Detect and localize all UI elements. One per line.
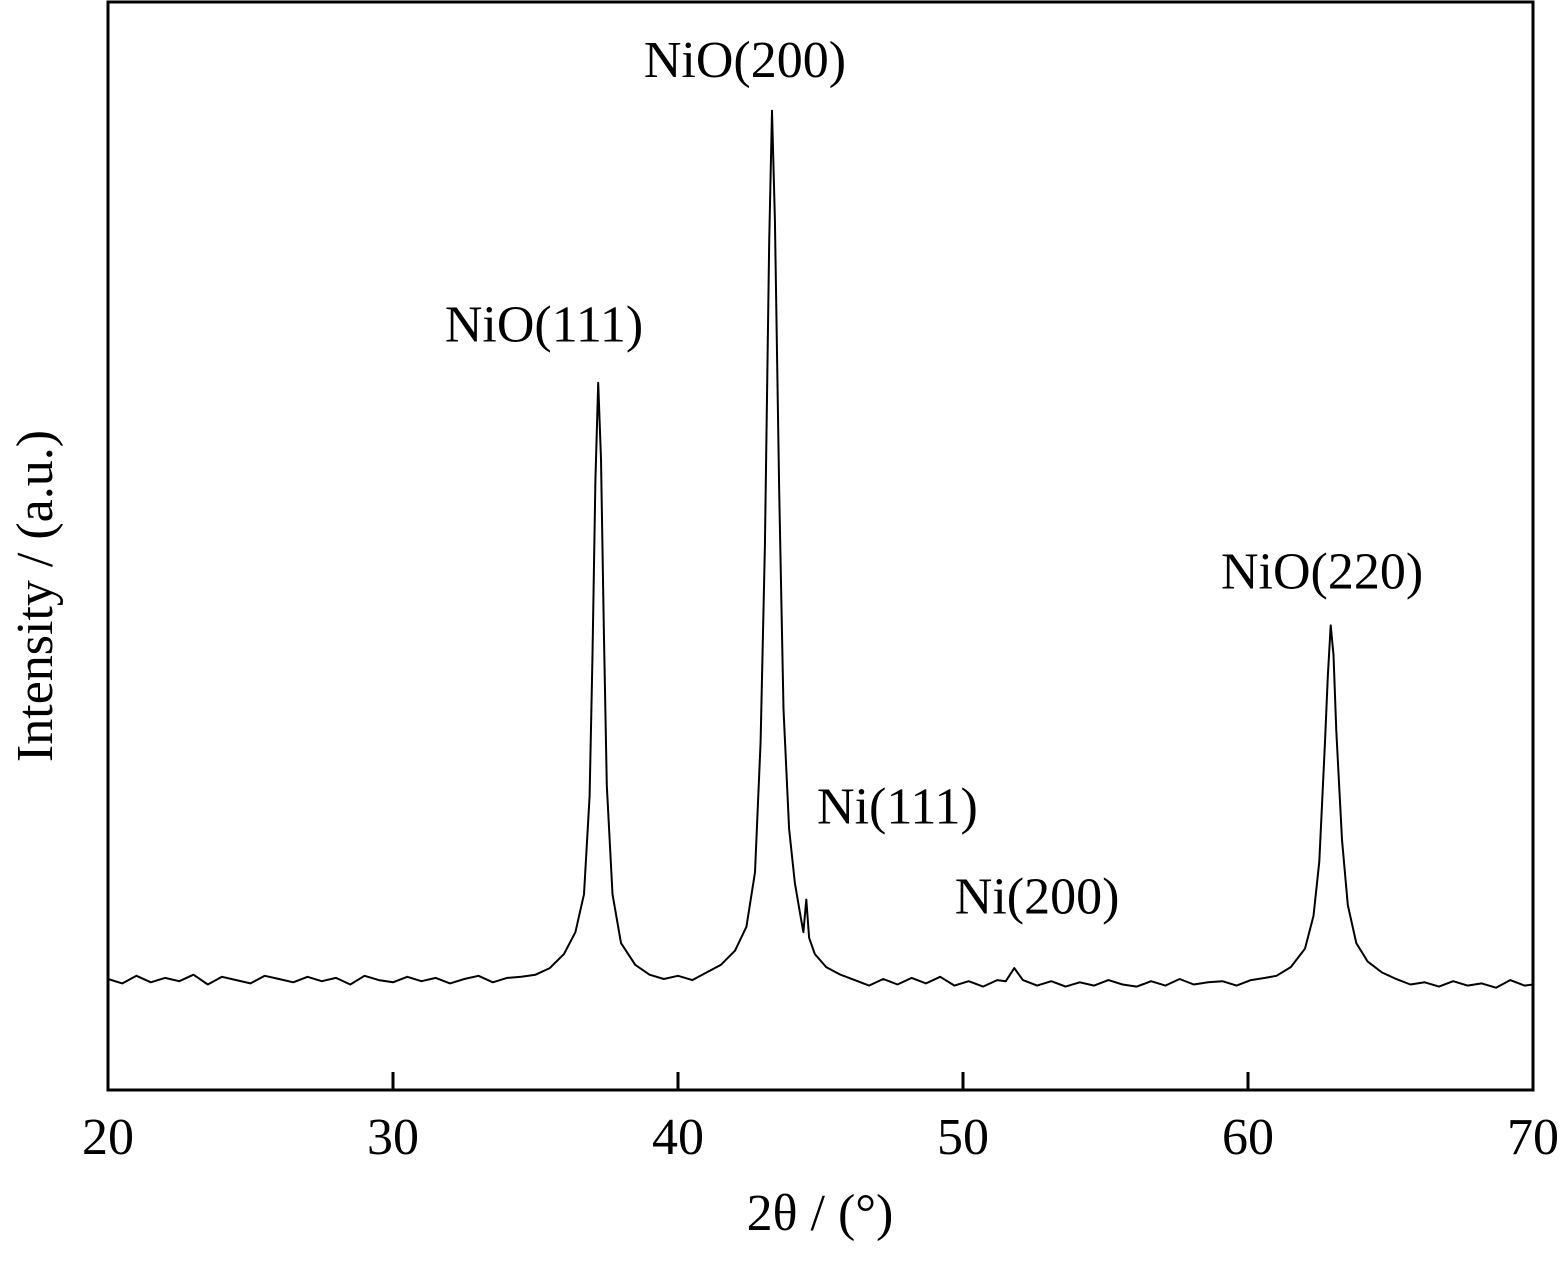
xrd-line [107,109,1534,989]
x-tick-label: 20 [82,1109,134,1166]
peak-label: NiO(220) [1221,543,1423,600]
peak-label: NiO(111) [445,296,643,353]
x-axis-label: 2θ / (°) [747,1185,894,1242]
x-tick-label: 60 [1222,1109,1274,1166]
x-tick-label: 30 [367,1109,419,1166]
peak-label: Ni(111) [817,778,978,835]
x-tick-label: 50 [937,1109,989,1166]
x-tick-label: 70 [1507,1109,1559,1166]
x-tick-label: 40 [652,1109,704,1166]
y-axis-label: Intensity / (a.u.) [7,430,64,762]
plot-frame [106,0,1535,1092]
peak-label: Ni(200) [955,869,1120,926]
peak-label: NiO(200) [644,32,846,89]
